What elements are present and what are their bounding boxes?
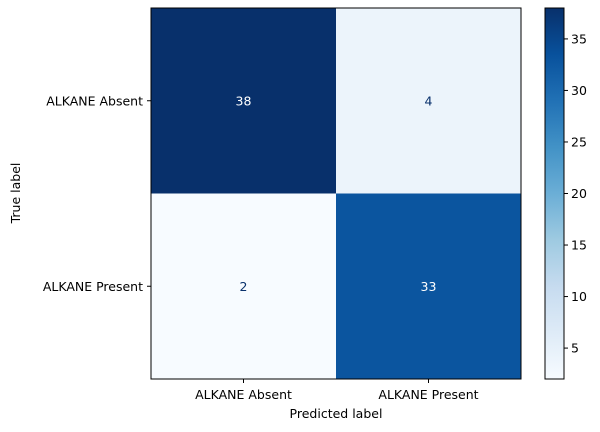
cell-value-label: 38: [236, 93, 252, 108]
x-tick-label: ALKANE Present: [378, 387, 478, 402]
colorbar-tick-label: 10: [571, 289, 587, 304]
cell-value-label: 33: [421, 279, 437, 294]
cell-value-label: 2: [240, 279, 248, 294]
y-tick-label: ALKANE Present: [43, 279, 143, 294]
heatmap-cell: [151, 193, 336, 379]
x-axis-label: Predicted label: [290, 406, 383, 421]
heatmap-cell: [151, 8, 336, 194]
colorbar: [544, 7, 565, 380]
colorbar-tick-label: 5: [571, 341, 579, 356]
cell-value-label: 4: [425, 93, 433, 108]
y-tick-label: ALKANE Absent: [46, 93, 143, 108]
plot-frame: [150, 7, 522, 380]
colorbar-tick-label: 25: [571, 134, 587, 149]
x-tick-label: ALKANE Absent: [195, 387, 292, 402]
y-axis-label: True label: [8, 163, 23, 225]
heatmap-cell: [336, 8, 521, 194]
colorbar-tick-label: 35: [571, 31, 587, 46]
heatmap-cell: [336, 193, 521, 379]
colorbar-tick-label: 20: [571, 186, 587, 201]
colorbar-tick-label: 15: [571, 238, 587, 253]
colorbar-tick-label: 30: [571, 83, 587, 98]
